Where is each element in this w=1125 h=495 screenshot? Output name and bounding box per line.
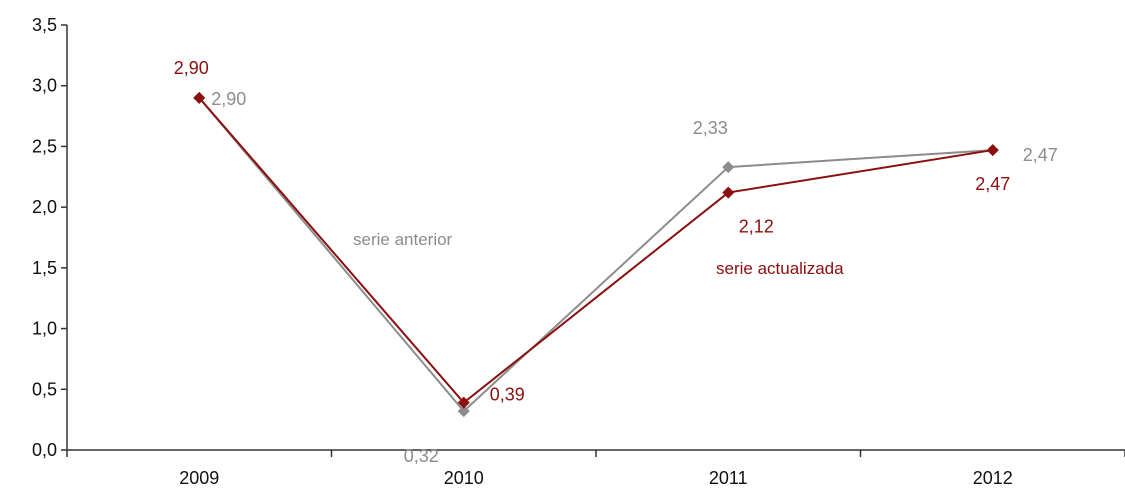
data-label-anterior: 0,32 — [404, 446, 439, 466]
y-tick-label: 1,5 — [32, 258, 57, 278]
y-tick-label: 1,0 — [32, 319, 57, 339]
y-tick-label: 3,5 — [32, 15, 57, 35]
x-tick-label: 2010 — [444, 468, 484, 488]
data-label-actualizada: 2,12 — [739, 217, 774, 237]
series-line-anterior — [199, 98, 993, 411]
data-label-actualizada: 2,47 — [975, 174, 1010, 194]
series-layer — [193, 92, 999, 417]
x-ticks: 2009 2010 2011 2012 — [67, 450, 1125, 488]
data-label-anterior: 2,33 — [693, 118, 728, 138]
series-name-anterior: serie anterior — [353, 230, 453, 249]
x-tick-label: 2011 — [709, 468, 748, 488]
data-labels: 2,90 0,32 2,33 2,47 2,90 0,39 2,12 2,47 — [174, 58, 1058, 466]
y-tick-label: 0,5 — [32, 379, 57, 399]
data-label-actualizada: 2,90 — [174, 58, 209, 78]
y-tick-label: 3,0 — [32, 76, 57, 96]
x-tick-label: 2012 — [973, 468, 1013, 488]
series-name-actualizada: serie actualizada — [716, 259, 844, 278]
y-tick-label: 2,5 — [32, 136, 57, 156]
data-label-anterior: 2,47 — [1023, 145, 1058, 165]
y-tick-label: 2,0 — [32, 197, 57, 217]
series-line-actualizada — [199, 98, 993, 403]
data-label-actualizada: 0,39 — [490, 385, 525, 405]
data-label-anterior: 2,90 — [211, 89, 246, 109]
y-ticks: 0,0 0,5 1,0 1,5 2,0 2,5 3,0 3,5 — [32, 15, 67, 460]
x-tick-label: 2009 — [179, 468, 219, 488]
y-tick-label: 0,0 — [32, 440, 57, 460]
data-point-actualizada — [987, 144, 999, 156]
